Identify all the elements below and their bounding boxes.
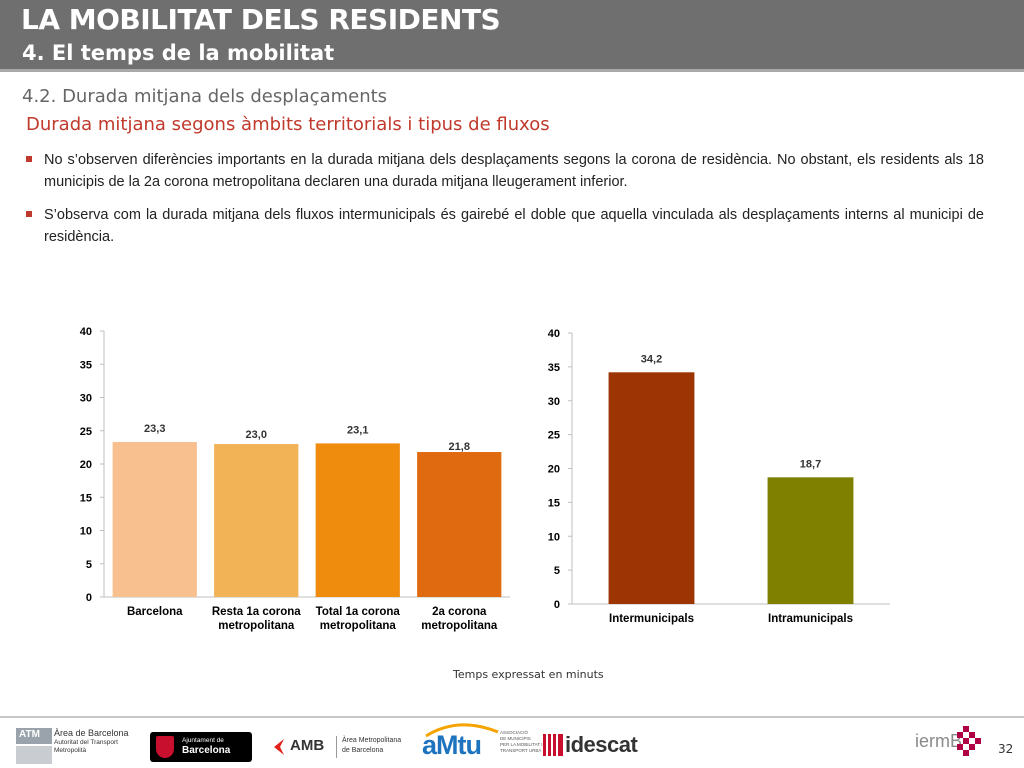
bar-value-label: 18,7 xyxy=(800,458,821,470)
x-category-label: Total 1a corona xyxy=(316,606,401,618)
y-tick-label: 15 xyxy=(548,497,560,509)
section-subtitle: Durada mitjana segons àmbits territorial… xyxy=(26,114,550,135)
x-category-label: 2a corona xyxy=(432,606,487,618)
bar-2 xyxy=(315,443,400,597)
chart-durada-fluxos: 0 5 10 15 20 25 30 35 40 34,2 Intermunicipals 18,7 I… xyxy=(548,328,890,625)
atm-logo-line: Àrea de Barcelona xyxy=(54,728,129,738)
y-tick-label: 5 xyxy=(554,565,560,577)
x-category-label: Resta 1a corona xyxy=(212,606,301,618)
y-tick-label: 30 xyxy=(80,393,92,405)
bullet-square-icon xyxy=(26,211,32,217)
bullet-text: No s’observen diferències importants en … xyxy=(44,152,984,190)
atm-logo-line: Metropolità xyxy=(54,747,87,754)
y-tick-label: 35 xyxy=(548,362,560,374)
bar-value-label: 23,0 xyxy=(246,429,267,441)
ajuntament-logo: Ajuntament de Barcelona xyxy=(150,732,252,762)
amtu-logo-name: aMtu xyxy=(422,730,482,760)
amb-chevron-icon xyxy=(274,739,284,755)
atm-logo-line: Autoritat del Transport xyxy=(54,739,118,746)
slide-title: LA MOBILITAT DELS RESIDENTS xyxy=(21,3,501,36)
slide-subtitle: 4. El temps de la mobilitat xyxy=(22,41,335,65)
y-tick-label: 0 xyxy=(554,599,560,611)
amtu-logo-line: TRANSPORT URBÀ xyxy=(500,748,542,753)
iermb-logo-name: iermB xyxy=(915,731,963,751)
y-tick-label: 40 xyxy=(80,326,92,338)
y-tick-label: 35 xyxy=(80,359,92,371)
amtu-logo: aMtu ASSOCIACIÓ DE MUNICIPIS PER LA MOBI… xyxy=(420,722,549,764)
bar-value-label: 34,2 xyxy=(641,353,662,365)
bar-0 xyxy=(608,372,695,604)
amtu-logo-line: PER LA MOBILITAT I EL xyxy=(500,742,550,747)
amtu-logo-line: ASSOCIACIÓ xyxy=(500,730,529,735)
y-tick-label: 25 xyxy=(548,430,560,442)
bar-1 xyxy=(767,477,854,604)
idescat-flag-icon xyxy=(543,734,563,756)
bar-1 xyxy=(214,444,299,597)
ajuntament-logo-line: Barcelona xyxy=(182,745,231,756)
y-tick-label: 10 xyxy=(80,526,92,538)
amb-logo-name: AMB xyxy=(290,737,325,754)
iermb-logo: iermB xyxy=(915,726,985,762)
y-tick-label: 20 xyxy=(80,459,92,471)
y-tick-label: 20 xyxy=(548,464,560,476)
y-tick-label: 40 xyxy=(548,328,560,340)
section-title: 4.2. Durada mitjana dels desplaçaments xyxy=(22,86,388,107)
y-tick-label: 30 xyxy=(548,396,560,408)
bullet-item: No s’observen diferències importants en … xyxy=(26,149,984,193)
iermb-pixel-icon xyxy=(957,726,981,756)
y-tick-label: 15 xyxy=(80,492,92,504)
amb-logo: AMB Àrea Metropolitana de Barcelona xyxy=(272,736,412,762)
x-category-label: metropolitana xyxy=(218,620,295,632)
amtu-logo-line: DE MUNICIPIS xyxy=(500,736,531,741)
amb-logo-line: Àrea Metropolitana xyxy=(342,737,402,744)
x-category-label: metropolitana xyxy=(320,620,397,632)
y-tick-label: 25 xyxy=(80,426,92,438)
ajuntament-shield-icon xyxy=(156,736,174,758)
bar-value-label: 23,3 xyxy=(144,423,165,435)
y-tick-label: 0 xyxy=(86,592,92,604)
idescat-logo: idescat xyxy=(543,732,653,760)
bar-value-label: 23,1 xyxy=(347,424,368,436)
footer: ATM Àrea de Barcelona Autoritat del Tran… xyxy=(0,718,1024,768)
slide-header: LA MOBILITAT DELS RESIDENTS 4. El temps … xyxy=(0,0,1024,72)
bar-value-label: 21,8 xyxy=(449,441,470,453)
footer-divider xyxy=(0,716,1024,718)
chart-durada-corona: 0 5 10 15 20 25 30 35 40 23,3 Barcelona 23,0 Resta 1… xyxy=(80,326,510,632)
amb-logo-line: de Barcelona xyxy=(342,747,384,754)
bar-0 xyxy=(112,442,197,597)
bullet-text: S’observa com la durada mitjana dels flu… xyxy=(44,207,984,245)
atm-logo-badge: ATM xyxy=(19,729,40,740)
y-tick-label: 10 xyxy=(548,531,560,543)
chart-note: Temps expressat en minuts xyxy=(453,668,604,681)
idescat-logo-name: idescat xyxy=(565,732,638,757)
y-tick-label: 5 xyxy=(86,559,92,571)
bullet-square-icon xyxy=(26,156,32,162)
bar-3 xyxy=(417,452,502,597)
x-category-label: Intermunicipals xyxy=(609,613,694,625)
bullet-item: S’observa com la durada mitjana dels flu… xyxy=(26,204,984,248)
x-category-label: metropolitana xyxy=(421,620,498,632)
x-category-label: Intramunicipals xyxy=(768,613,853,625)
atm-logo: ATM Àrea de Barcelona Autoritat del Tran… xyxy=(16,728,136,764)
x-category-label: Barcelona xyxy=(127,606,183,618)
page-number: 32 xyxy=(998,742,1014,756)
ajuntament-logo-line: Ajuntament de xyxy=(182,737,224,744)
amtu-swoosh-icon xyxy=(425,723,499,738)
